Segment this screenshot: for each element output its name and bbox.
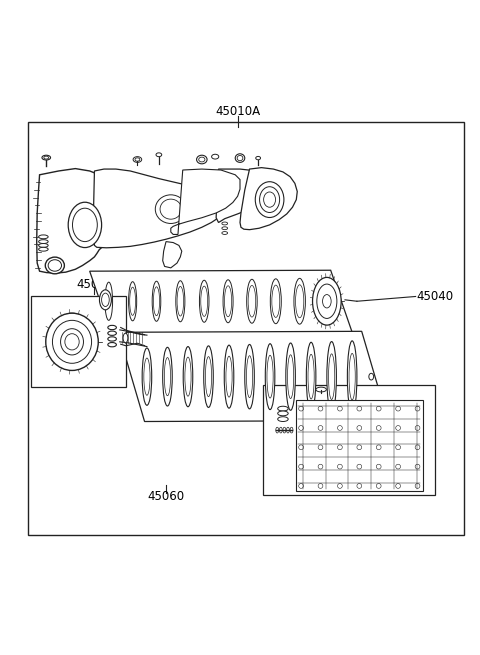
Ellipse shape — [129, 282, 137, 321]
Polygon shape — [163, 242, 182, 268]
Ellipse shape — [348, 341, 357, 413]
Ellipse shape — [306, 343, 316, 411]
Ellipse shape — [38, 244, 48, 248]
Ellipse shape — [286, 343, 295, 410]
Text: 45050: 45050 — [364, 392, 401, 405]
Ellipse shape — [105, 282, 113, 320]
Bar — [31, 297, 126, 387]
Ellipse shape — [156, 153, 162, 157]
Ellipse shape — [108, 343, 116, 347]
Ellipse shape — [108, 331, 116, 335]
Ellipse shape — [265, 344, 275, 409]
Ellipse shape — [224, 345, 234, 408]
Ellipse shape — [68, 202, 102, 248]
Polygon shape — [118, 331, 388, 422]
Ellipse shape — [278, 411, 288, 416]
Polygon shape — [240, 168, 297, 230]
Ellipse shape — [133, 157, 142, 162]
Bar — [296, 400, 423, 491]
Ellipse shape — [204, 346, 213, 407]
Polygon shape — [171, 169, 240, 234]
Ellipse shape — [38, 240, 48, 244]
Ellipse shape — [99, 290, 111, 310]
Ellipse shape — [152, 281, 161, 322]
Polygon shape — [36, 168, 140, 273]
Ellipse shape — [45, 257, 64, 274]
Ellipse shape — [247, 279, 257, 323]
Polygon shape — [93, 169, 226, 248]
Text: 45010A: 45010A — [215, 105, 260, 119]
Ellipse shape — [38, 235, 48, 238]
Ellipse shape — [223, 280, 233, 323]
Ellipse shape — [294, 278, 305, 324]
Ellipse shape — [278, 406, 288, 411]
Ellipse shape — [60, 329, 84, 355]
Ellipse shape — [327, 341, 336, 412]
Ellipse shape — [176, 281, 185, 322]
Ellipse shape — [142, 348, 152, 405]
Bar — [263, 384, 435, 495]
Ellipse shape — [108, 326, 116, 329]
Text: 45060: 45060 — [147, 491, 185, 504]
Polygon shape — [90, 271, 352, 333]
Ellipse shape — [245, 345, 254, 409]
Ellipse shape — [38, 248, 48, 251]
Ellipse shape — [197, 155, 207, 164]
Bar — [28, 122, 464, 535]
Ellipse shape — [156, 195, 186, 223]
Ellipse shape — [163, 347, 172, 406]
Polygon shape — [216, 169, 278, 223]
Ellipse shape — [199, 280, 209, 322]
Text: 45040: 45040 — [417, 290, 454, 303]
Ellipse shape — [183, 346, 193, 407]
Ellipse shape — [46, 313, 98, 371]
Ellipse shape — [278, 417, 288, 422]
Ellipse shape — [123, 333, 128, 343]
Ellipse shape — [256, 157, 261, 160]
Ellipse shape — [316, 387, 326, 392]
Ellipse shape — [42, 155, 50, 160]
Ellipse shape — [270, 279, 281, 324]
Ellipse shape — [212, 155, 219, 159]
Ellipse shape — [255, 181, 284, 217]
Text: 45030: 45030 — [76, 278, 113, 291]
Ellipse shape — [235, 154, 245, 162]
Ellipse shape — [312, 277, 341, 325]
Ellipse shape — [108, 337, 116, 341]
